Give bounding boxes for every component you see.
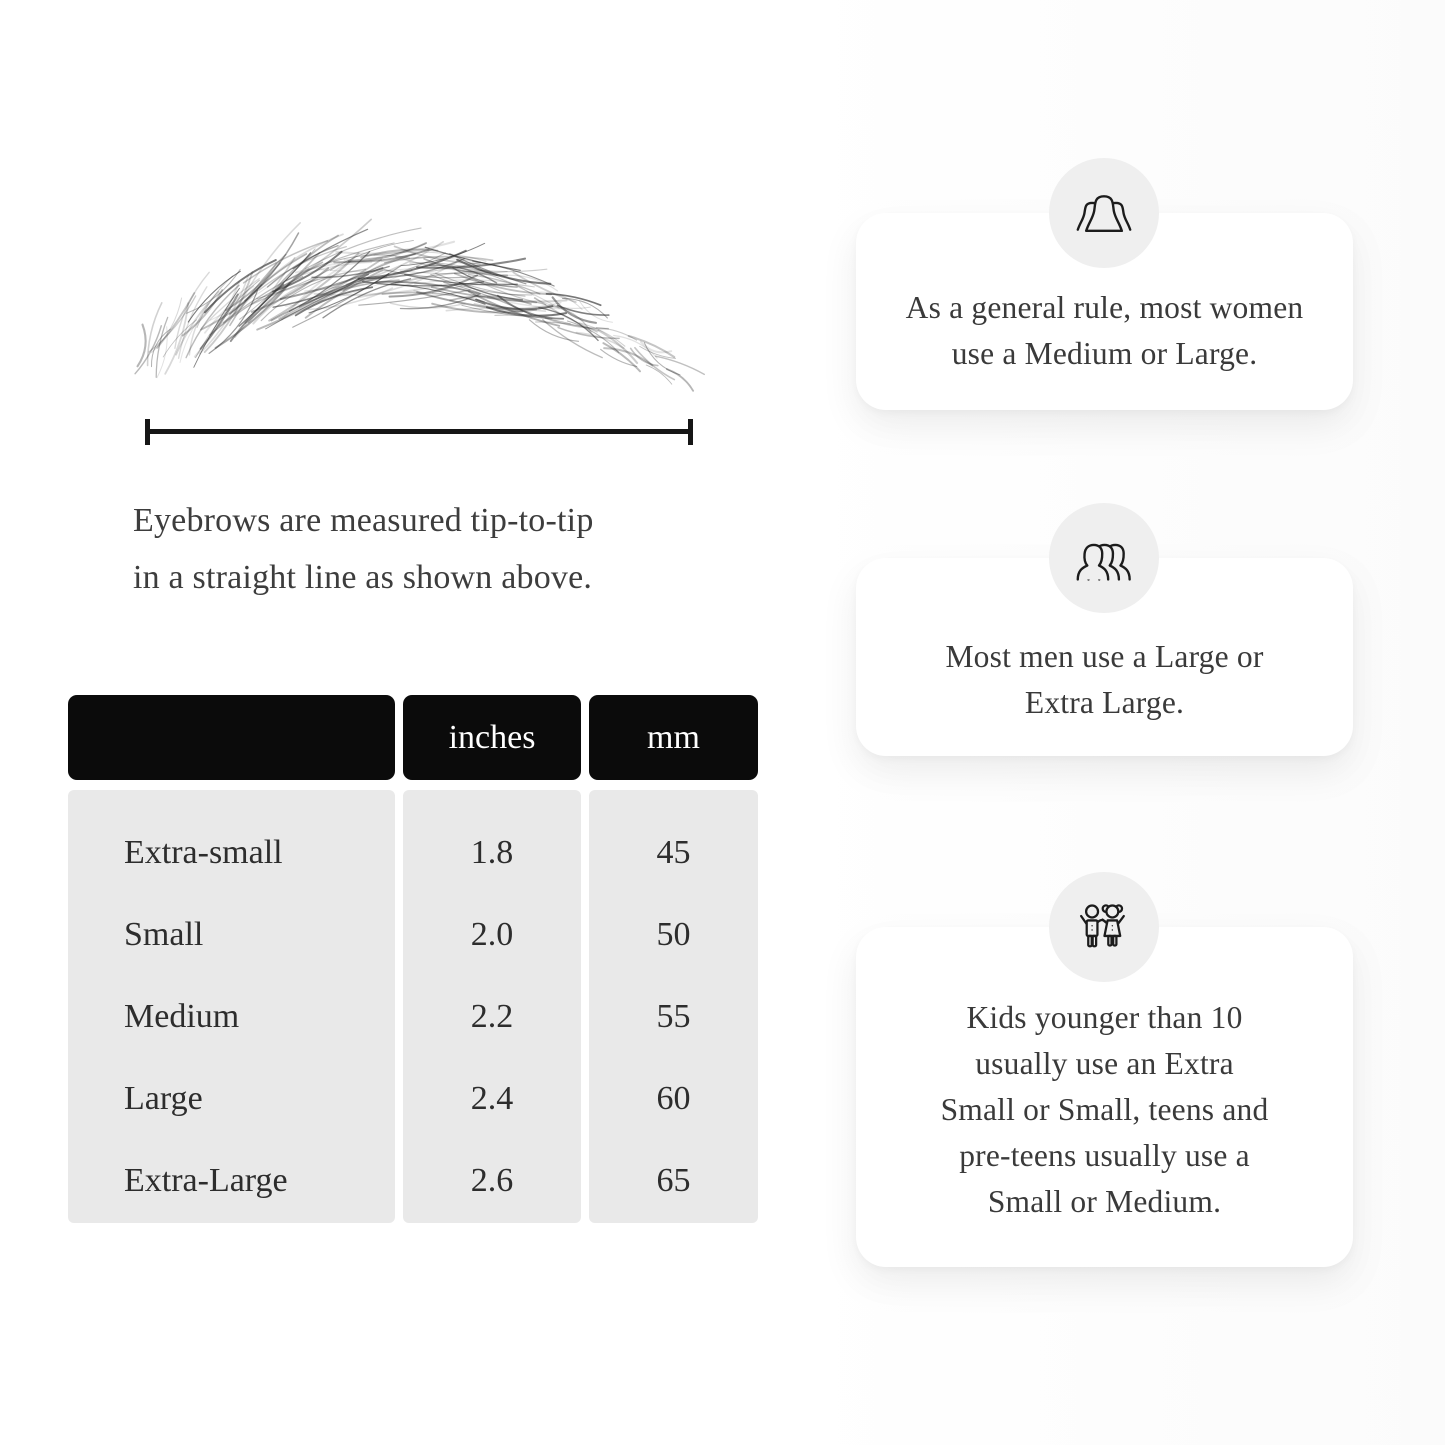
table-cell-inches: 2.6 bbox=[470, 1162, 514, 1199]
measurement-caption: Eyebrows are measured tip-to-tip in a st… bbox=[133, 492, 733, 606]
size-table-header-mm: mm bbox=[589, 695, 758, 780]
card-line: Extra Large. bbox=[1024, 685, 1185, 720]
table-cell-inches: 2.0 bbox=[470, 916, 514, 953]
card-line: As a general rule, most women bbox=[905, 290, 1304, 325]
card-line: pre-teens usually use a bbox=[959, 1138, 1250, 1173]
table-cell-inches: 2.4 bbox=[470, 1080, 514, 1117]
card-text: As a general rule, most women use a Medi… bbox=[885, 285, 1325, 377]
table-row-label: Small bbox=[124, 916, 204, 953]
card-line: Most men use a Large or bbox=[945, 639, 1264, 674]
measurement-line bbox=[145, 419, 693, 445]
size-table-header-blank bbox=[68, 695, 395, 780]
table-cell-mm: 60 bbox=[656, 1080, 691, 1117]
table-cell-mm: 50 bbox=[656, 916, 691, 953]
children-icon bbox=[1079, 904, 1125, 948]
table-cell-inches: 1.8 bbox=[470, 834, 514, 871]
measure-bar bbox=[145, 429, 693, 434]
table-cell-mm: 45 bbox=[656, 834, 691, 871]
men-group-icon bbox=[1076, 543, 1131, 581]
size-table-inches-column: 1.8 2.0 2.2 2.4 2.6 bbox=[403, 790, 581, 1223]
size-table-header-inches: inches bbox=[403, 695, 581, 780]
icon-badge bbox=[1049, 503, 1159, 613]
card-text: Most men use a Large or Extra Large. bbox=[927, 634, 1283, 726]
table-row-label: Extra-Large bbox=[124, 1162, 288, 1199]
size-table-label-column: Extra-small Small Medium Large Extra-Lar… bbox=[68, 790, 395, 1223]
info-card-kids: Kids younger than 10 usually use an Extr… bbox=[856, 872, 1353, 1267]
table-row-label: Extra-small bbox=[124, 834, 283, 871]
card-text: Kids younger than 10 usually use an Extr… bbox=[921, 995, 1289, 1225]
caption-line-1: Eyebrows are measured tip-to-tip bbox=[133, 502, 594, 539]
table-row-label: Medium bbox=[124, 998, 240, 1035]
card-line: Small or Medium. bbox=[987, 1184, 1222, 1219]
card-line: Small or Small, teens and bbox=[940, 1092, 1269, 1127]
size-table: inches mm Extra-small Small Medium Large… bbox=[68, 695, 758, 1223]
card-line: use a Medium or Large. bbox=[951, 336, 1258, 371]
table-cell-inches: 2.2 bbox=[470, 998, 514, 1035]
card-line: Kids younger than 10 bbox=[966, 1000, 1243, 1035]
size-table-mm-column: 45 50 55 60 65 bbox=[589, 790, 758, 1223]
info-card-men: Most men use a Large or Extra Large. bbox=[856, 503, 1353, 756]
card-line: usually use an Extra bbox=[975, 1046, 1234, 1081]
icon-badge bbox=[1049, 158, 1159, 268]
measure-endcap-right bbox=[688, 419, 693, 445]
info-card-women: As a general rule, most women use a Medi… bbox=[856, 158, 1353, 410]
caption-line-2: in a straight line as shown above. bbox=[133, 559, 593, 596]
table-cell-mm: 55 bbox=[656, 998, 691, 1035]
women-group-icon bbox=[1076, 195, 1132, 233]
eyebrow-illustration bbox=[134, 218, 705, 392]
table-cell-mm: 65 bbox=[656, 1162, 691, 1199]
icon-badge bbox=[1049, 872, 1159, 982]
table-row-label: Large bbox=[124, 1080, 203, 1117]
